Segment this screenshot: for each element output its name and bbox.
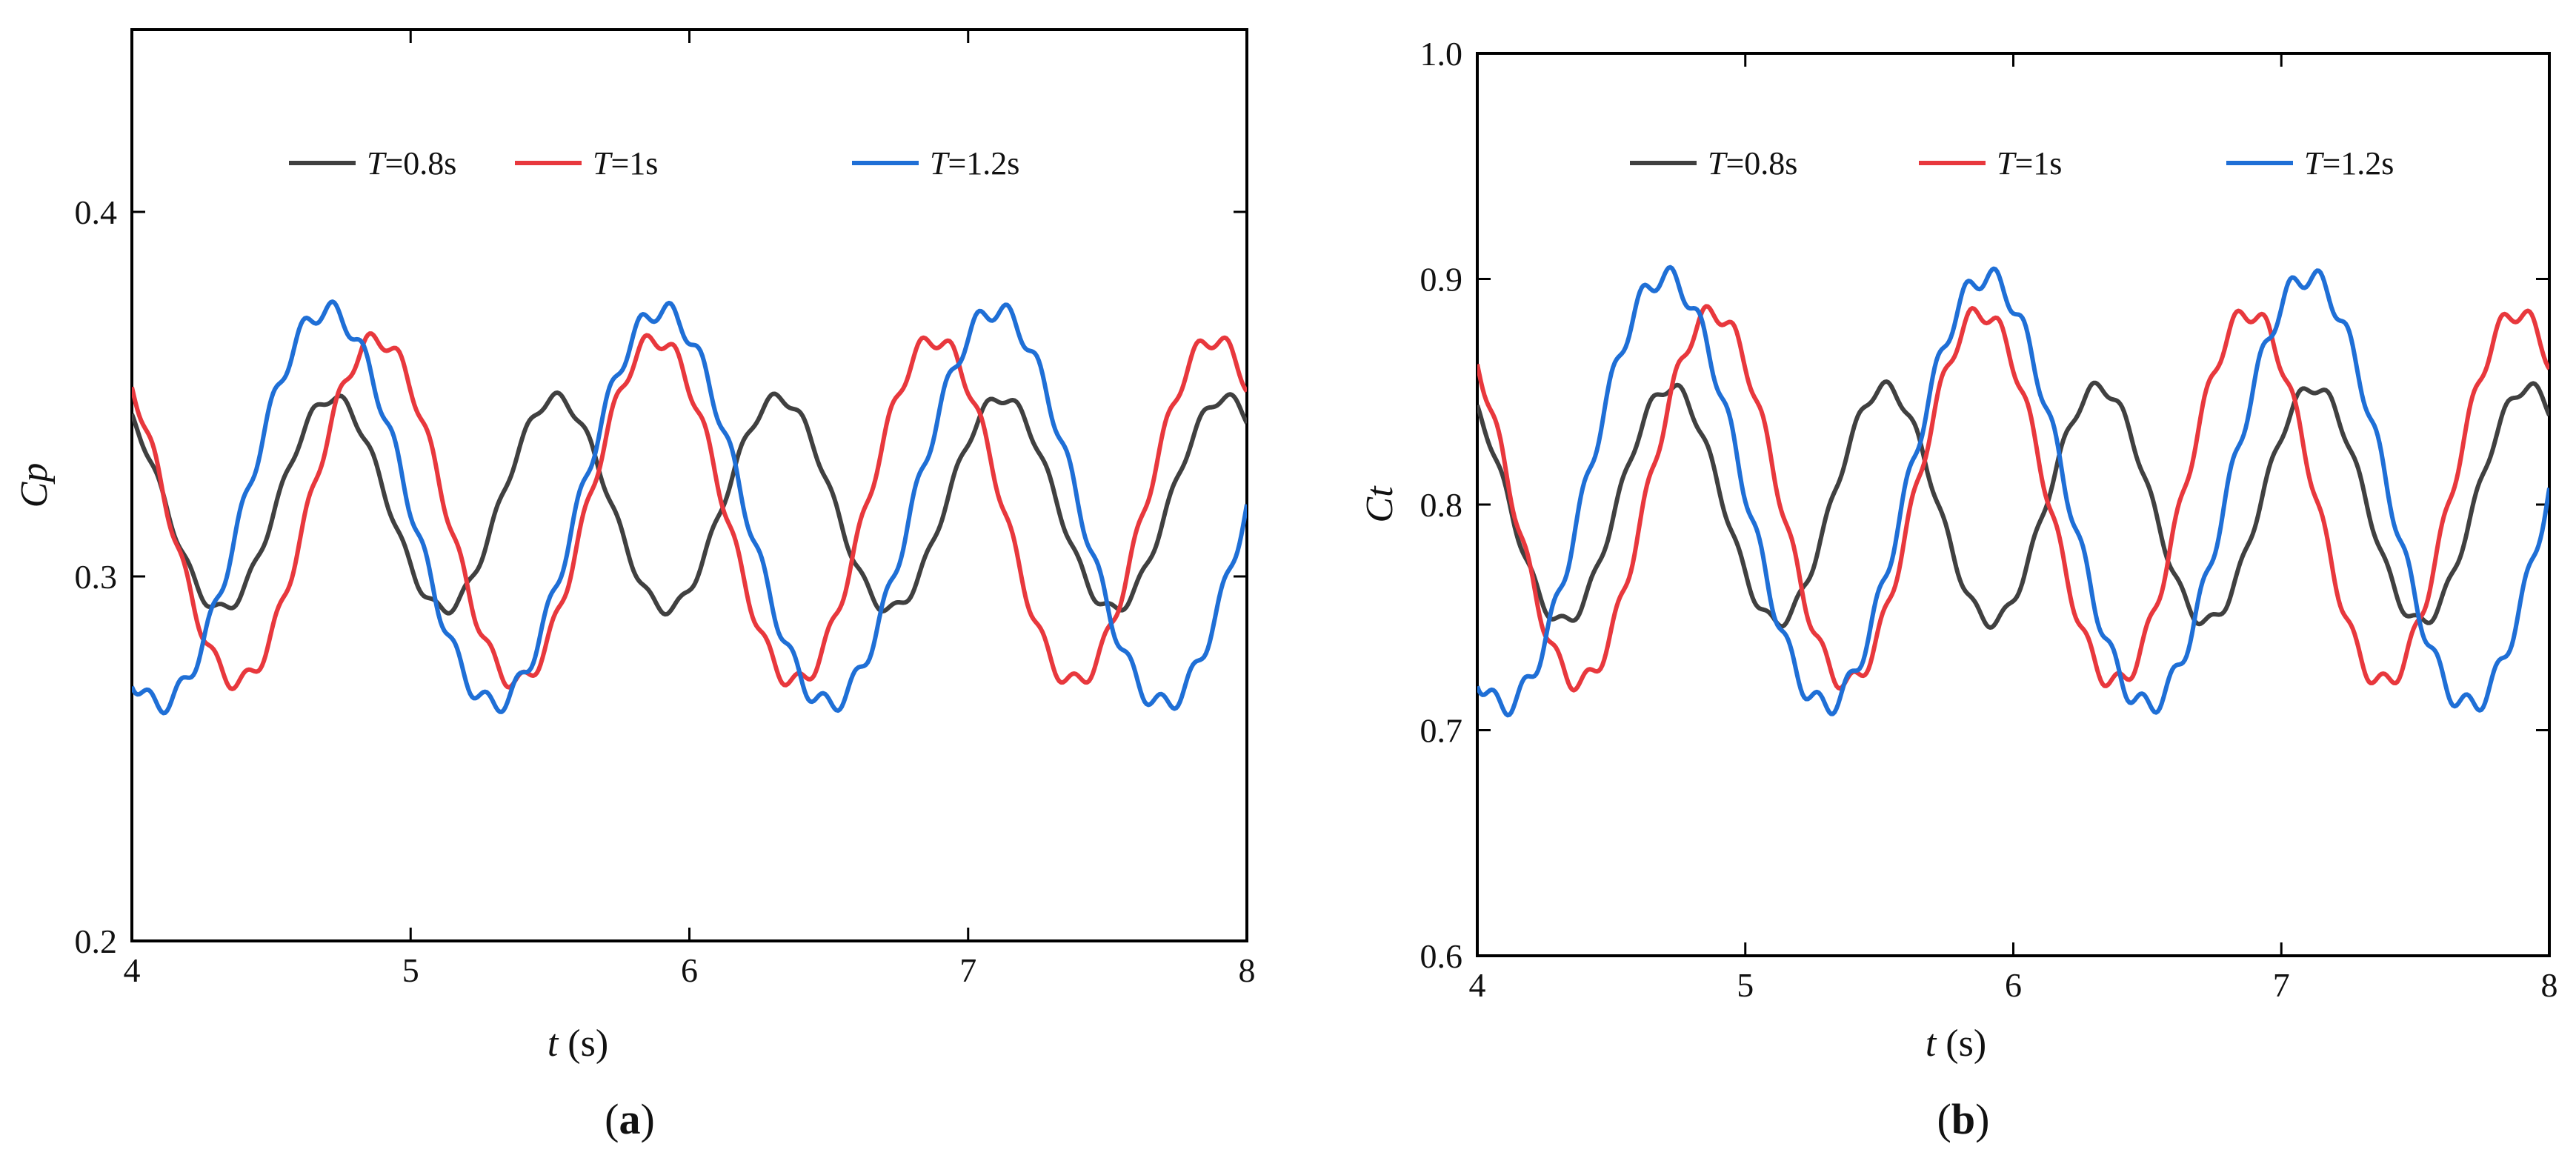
x-tick-label: 5 xyxy=(1737,966,1754,1004)
series-line-0 xyxy=(1477,379,2549,630)
x-axis-label: t (s) xyxy=(548,1022,608,1065)
legend-label: T=1s xyxy=(1997,145,2062,182)
series-line-2 xyxy=(1477,265,2549,718)
legend-label: T=1.2s xyxy=(930,145,1019,182)
x-tick-label: 4 xyxy=(124,951,141,989)
panel-label: (b) xyxy=(1937,1095,1990,1143)
x-tick-label: 7 xyxy=(959,951,976,989)
y-tick-label: 0.3 xyxy=(75,558,118,596)
x-tick-label: 4 xyxy=(1469,966,1486,1004)
x-tick-label: 8 xyxy=(2541,966,2558,1004)
y-axis-label: Cp xyxy=(13,463,56,508)
y-tick-label: 0.7 xyxy=(1420,712,1463,750)
legend-label: T=1s xyxy=(593,145,658,182)
x-tick-label: 6 xyxy=(2005,966,2022,1004)
x-tick-label: 7 xyxy=(2273,966,2290,1004)
series-line-1 xyxy=(1477,304,2549,693)
legend-label: T=0.8s xyxy=(1708,145,1797,182)
y-tick-label: 1.0 xyxy=(1420,35,1463,73)
series-line-2 xyxy=(132,299,1247,716)
x-axis-label: t (s) xyxy=(1926,1022,1986,1065)
legend-label: T=0.8s xyxy=(367,145,456,182)
y-axis-label: Ct xyxy=(1359,485,1401,523)
series-line-1 xyxy=(132,331,1247,691)
y-tick-label: 0.8 xyxy=(1420,486,1463,524)
legend-label: T=1.2s xyxy=(2304,145,2394,182)
chart-panel-b: 4 5 6 7 8 0.6 0.7 0.8 0.9 1.0 Ct t (s) (b) T=0.8s T=1s… xyxy=(1359,35,2558,1143)
series-line-0 xyxy=(132,390,1247,617)
x-tick-label: 6 xyxy=(681,951,698,989)
y-tick-label: 0.6 xyxy=(1420,937,1463,975)
panel-label: (a) xyxy=(605,1095,655,1143)
y-tick-label: 0.4 xyxy=(75,193,118,231)
y-tick-label: 0.2 xyxy=(75,922,118,960)
x-tick-label: 5 xyxy=(402,951,419,989)
chart-panel-a: 4 5 6 7 8 0.2 0.3 0.4 Cp t (s) (a) T=0.8s T=1s T=1.2s xyxy=(13,28,1256,1143)
y-tick-label: 0.9 xyxy=(1420,261,1463,299)
x-tick-label: 8 xyxy=(1239,951,1256,989)
